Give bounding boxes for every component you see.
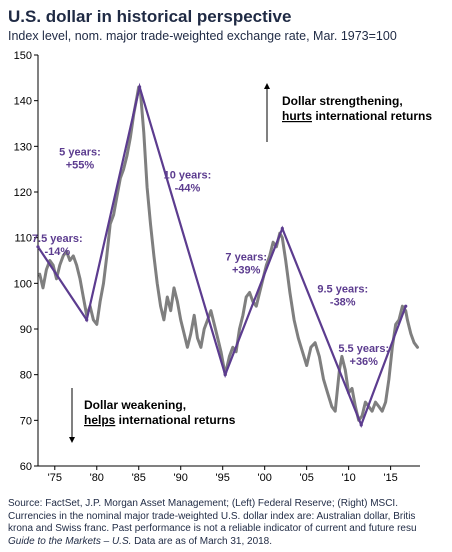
chart-title: U.S. dollar in historical perspective bbox=[8, 7, 292, 26]
callout-helps-word: helps bbox=[84, 413, 116, 427]
footer-asof-date: Data are as of March 31, 2018. bbox=[131, 535, 273, 547]
callout-strengthening-line1: Dollar strengthening, bbox=[282, 94, 403, 108]
annotation-duration: 10 years: bbox=[164, 169, 212, 181]
y-tick-label: 70 bbox=[20, 415, 32, 427]
x-tick-label: '10 bbox=[341, 472, 355, 484]
trend-turning-point bbox=[223, 373, 227, 377]
footer-guide-title: Guide to the Markets – U.S. bbox=[8, 535, 132, 547]
x-tick-label: '85 bbox=[132, 472, 146, 484]
y-tick-label: 140 bbox=[14, 96, 32, 108]
y-tick-label: 150 bbox=[14, 50, 32, 62]
y-tick-label: 90 bbox=[20, 324, 32, 336]
annotation-change-pct: +39% bbox=[232, 265, 261, 277]
annotation-change-pct: +36% bbox=[350, 356, 379, 368]
callout-strengthening-rest: international returns bbox=[312, 109, 432, 123]
callout-weakening-line2: helps international returns bbox=[84, 413, 236, 427]
x-tick-label: '05 bbox=[299, 472, 313, 484]
annotation-change-pct: -38% bbox=[330, 296, 356, 308]
annotation-change-pct: -44% bbox=[175, 182, 201, 194]
x-tick-label: '75 bbox=[48, 472, 62, 484]
trend-turning-point bbox=[359, 423, 363, 427]
x-tick-label: '95 bbox=[216, 472, 230, 484]
trend-cycle-line bbox=[37, 82, 407, 428]
trend-turning-point bbox=[137, 85, 142, 89]
y-tick-label: 130 bbox=[14, 141, 32, 153]
footer-disclaimer: krona and Swiss franc. Past performance … bbox=[8, 523, 417, 534]
x-tick-label: '80 bbox=[90, 472, 104, 484]
callout-strengthening-line2: hurts international returns bbox=[282, 109, 432, 123]
y-tick-label: 60 bbox=[20, 461, 32, 473]
annotation-duration: 7 years: bbox=[225, 252, 267, 264]
footer-notes: Source: FactSet, J.P. Morgan Asset Manag… bbox=[8, 498, 448, 548]
callout-weakening-line1: Dollar weakening, bbox=[84, 398, 186, 412]
y-tick-label: 100 bbox=[14, 278, 32, 290]
y-tick-label: 120 bbox=[14, 187, 32, 199]
trend-turning-point bbox=[404, 304, 408, 308]
callout-weakening-rest: international returns bbox=[115, 413, 235, 427]
annotation-change-pct: +55% bbox=[66, 159, 95, 171]
dollar-index-chart: 60 70 80 90 100 110 120 130 140 150 '75 '80 '85 '90 '9… bbox=[14, 50, 433, 484]
y-tick-label: 110 bbox=[14, 233, 32, 245]
footer-asof: Guide to the Markets – U.S. Data are as … bbox=[8, 536, 448, 549]
callout-hurts-word: hurts bbox=[282, 109, 312, 123]
annotation-duration: 7.5 years: bbox=[32, 233, 83, 245]
annotation-duration: 9.5 years: bbox=[317, 283, 368, 295]
trend-turning-point bbox=[280, 226, 284, 231]
y-tick-label: 80 bbox=[20, 370, 32, 382]
chart-subtitle: Index level, nom. major trade-weighted e… bbox=[8, 29, 397, 43]
x-tick-label: '90 bbox=[174, 472, 188, 484]
annotation-duration: 5 years: bbox=[59, 146, 101, 158]
footer-source: Source: FactSet, J.P. Morgan Asset Manag… bbox=[8, 498, 398, 509]
annotation-duration: 5.5 years: bbox=[338, 343, 389, 355]
footer-currencies: Currencies in the nominal major trade-we… bbox=[8, 510, 416, 522]
trend-turning-point bbox=[36, 245, 40, 249]
trend-turning-point bbox=[85, 318, 89, 322]
x-tick-label: '00 bbox=[258, 472, 272, 484]
annotation-change-pct: -14% bbox=[44, 246, 70, 258]
x-tick-label: '15 bbox=[383, 472, 397, 484]
